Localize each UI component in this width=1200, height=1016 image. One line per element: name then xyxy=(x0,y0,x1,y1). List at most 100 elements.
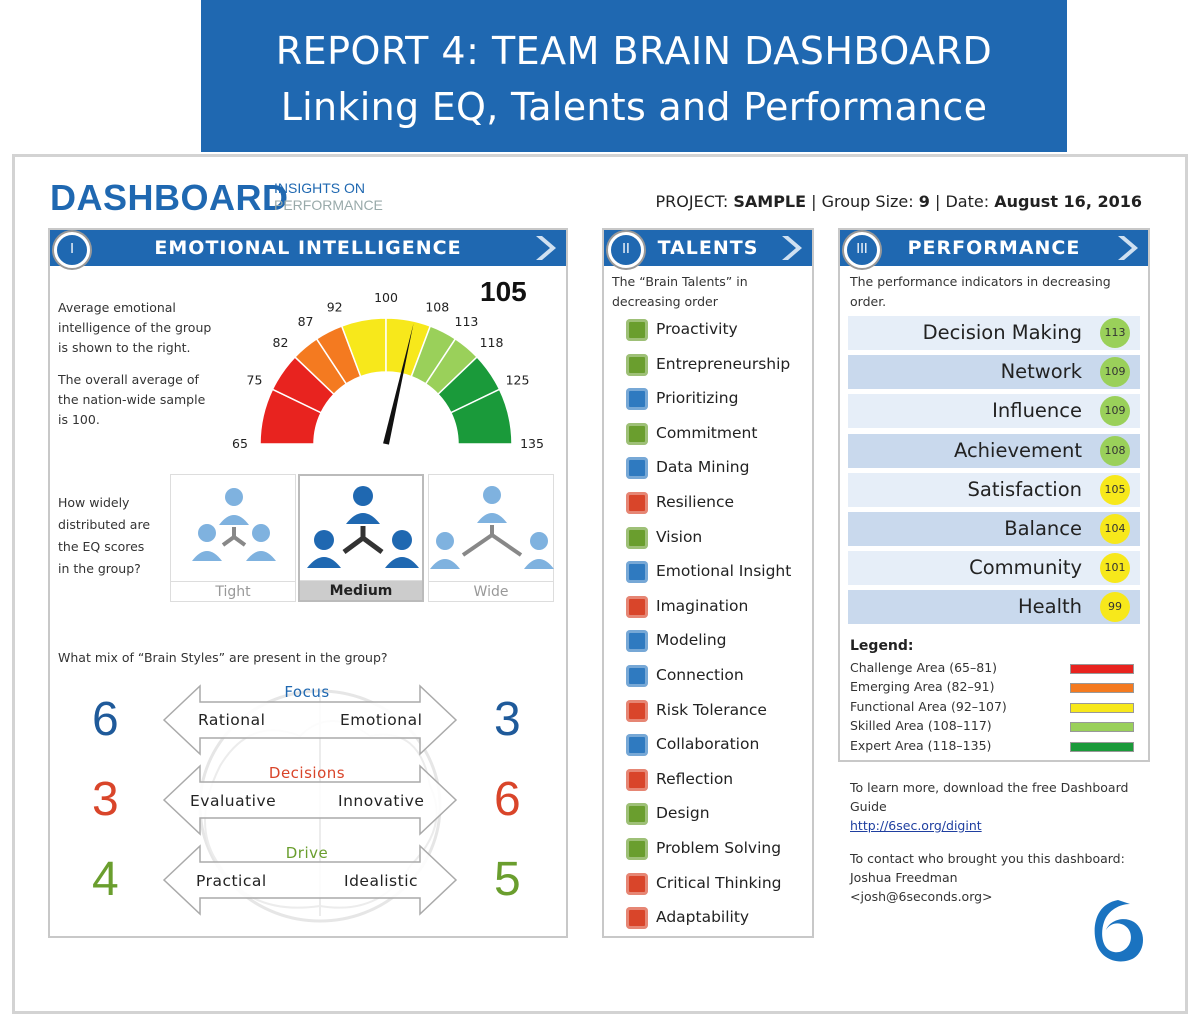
performance-description: The performance indicators in decreasing… xyxy=(850,274,1111,309)
group-size-label: Group Size: xyxy=(821,192,914,211)
talent-label: Reflection xyxy=(656,769,734,788)
style-category-focus: Focus xyxy=(284,683,330,701)
performance-panel-header: III PERFORMANCE xyxy=(840,230,1148,268)
gauge-tick-label: 135 xyxy=(520,436,544,451)
performance-label: Network xyxy=(1000,360,1082,384)
problem-solving-icon xyxy=(626,838,648,860)
contact-text: To contact who brought you this dashboar… xyxy=(850,851,1125,866)
legend-color-bar xyxy=(1070,683,1134,694)
chevron-right-icon xyxy=(536,236,556,260)
contact-email: <josh@6seconds.org> xyxy=(850,889,993,904)
performance-row: Achievement 108 xyxy=(848,433,1140,468)
practical-count: 4 xyxy=(92,853,119,906)
performance-score-badge: 99 xyxy=(1100,592,1130,623)
performance-label: Influence xyxy=(992,399,1082,423)
performance-score-badge: 109 xyxy=(1100,396,1130,427)
legend-color-bar xyxy=(1070,664,1134,674)
footer-info: To learn more, download the free Dashboa… xyxy=(850,778,1150,906)
date-value: August 16, 2016 xyxy=(994,192,1142,211)
distribution-wide[interactable]: Wide xyxy=(428,474,554,602)
legend-label: Functional Area (92–107) xyxy=(850,698,1007,714)
project-name: SAMPLE xyxy=(733,192,807,211)
emotional-insight-icon xyxy=(626,561,648,584)
performance-label: Satisfaction xyxy=(967,477,1082,501)
performance-label: Decision Making xyxy=(922,321,1082,344)
distribution-medium[interactable]: Medium xyxy=(298,474,424,602)
date-label: Date: xyxy=(945,192,990,211)
talent-label: Connection xyxy=(656,666,744,684)
legend-label: Skilled Area (108–117) xyxy=(850,718,992,734)
performance-label: Balance xyxy=(1004,517,1082,540)
report-banner: REPORT 4: TEAM BRAIN DASHBOARD Linking E… xyxy=(201,0,1067,152)
talent-label: Commitment xyxy=(656,423,758,442)
performance-label: Achievement xyxy=(953,438,1082,462)
contact-name: Joshua Freedman xyxy=(850,870,958,885)
gauge-tick-label: 125 xyxy=(506,373,530,388)
performance-score-badge: 101 xyxy=(1100,553,1130,584)
team-wide-icon xyxy=(430,486,554,569)
commitment-icon xyxy=(626,422,648,445)
style-category-drive: Drive xyxy=(285,844,329,862)
idealistic-count: 5 xyxy=(494,853,521,906)
performance-score-badge: 109 xyxy=(1100,357,1130,388)
talent-label: Imagination xyxy=(656,596,749,615)
style-left-evaluative: Evaluative xyxy=(190,792,277,810)
style-category-decisions: Decisions xyxy=(268,764,346,782)
legend-color-bar xyxy=(1070,722,1134,733)
gauge-tick-label: 92 xyxy=(327,299,343,314)
chevron-right-icon xyxy=(782,236,802,260)
adaptability-icon xyxy=(626,907,648,930)
performance-score-badge: 113 xyxy=(1100,318,1130,348)
eq-description: Average emotional intelligence of the gr… xyxy=(58,298,218,430)
six-seconds-logo-icon xyxy=(1094,900,1143,962)
talents-panel: II TALENTS The “Brain Talents” in decrea… xyxy=(602,228,814,938)
performance-score-badge: 104 xyxy=(1100,514,1130,544)
distribution-wide-label: Wide xyxy=(429,581,553,601)
talent-label: Problem Solving xyxy=(656,839,782,857)
proactivity-icon xyxy=(626,319,648,341)
eq-desc-national: The overall average of the nation-wide s… xyxy=(58,372,206,427)
gauge-tick-label: 75 xyxy=(247,373,263,388)
talent-label: Vision xyxy=(656,527,703,546)
talent-label: Adaptability xyxy=(656,908,750,927)
resilience-icon xyxy=(626,492,648,514)
style-left-rational: Rational xyxy=(198,711,266,729)
talent-label: Modeling xyxy=(656,631,727,650)
logo-main-text: DASHBOARD xyxy=(50,177,289,218)
performance-row: Community 101 xyxy=(848,551,1140,586)
performance-section-title: PERFORMANCE xyxy=(907,237,1081,259)
talent-label: Critical Thinking xyxy=(656,873,782,892)
eq-section-title: EMOTIONAL INTELLIGENCE xyxy=(154,237,462,259)
style-right-emotional: Emotional xyxy=(340,711,423,729)
critical-thinking-icon xyxy=(626,872,648,895)
talents-panel-header: II TALENTS xyxy=(604,230,812,268)
gauge-tick-label: 82 xyxy=(273,335,289,350)
evaluative-count: 3 xyxy=(92,773,119,826)
eq-section-number: I xyxy=(54,232,90,268)
project-info: PROJECT: SAMPLE | Group Size: 9 | Date: … xyxy=(655,192,1142,211)
emotional-count: 3 xyxy=(494,693,521,746)
style-left-practical: Practical xyxy=(196,872,267,890)
entrepreneurship-icon xyxy=(626,353,648,376)
report-title: REPORT 4: TEAM BRAIN DASHBOARD xyxy=(275,29,993,73)
team-medium-icon xyxy=(307,486,419,568)
learn-more-text: To learn more, download the free Dashboa… xyxy=(850,780,1129,814)
performance-row: Health 99 xyxy=(848,590,1140,625)
eq-score: 105 xyxy=(480,276,527,307)
distribution-tight[interactable]: Tight xyxy=(170,474,296,602)
prioritizing-icon xyxy=(626,388,648,411)
performance-score-badge: 108 xyxy=(1100,435,1130,466)
performance-label: Community xyxy=(969,556,1082,580)
gauge-tick-label: 108 xyxy=(425,299,449,314)
gauge-needle xyxy=(383,323,414,445)
talents-section-title: TALENTS xyxy=(657,237,759,259)
guide-link[interactable]: http://6sec.org/digint xyxy=(850,818,982,833)
legend-color-bar xyxy=(1070,702,1134,713)
performance-section-number: III xyxy=(844,232,880,268)
distribution-medium-label: Medium xyxy=(300,580,422,600)
group-size-value: 9 xyxy=(918,192,930,211)
logo-sub-insights: INSIGHTS ON xyxy=(274,180,366,196)
performance-row: Network 109 xyxy=(848,355,1140,390)
legend-label: Expert Area (118–135) xyxy=(850,737,992,753)
talent-label: Collaboration xyxy=(656,735,760,754)
